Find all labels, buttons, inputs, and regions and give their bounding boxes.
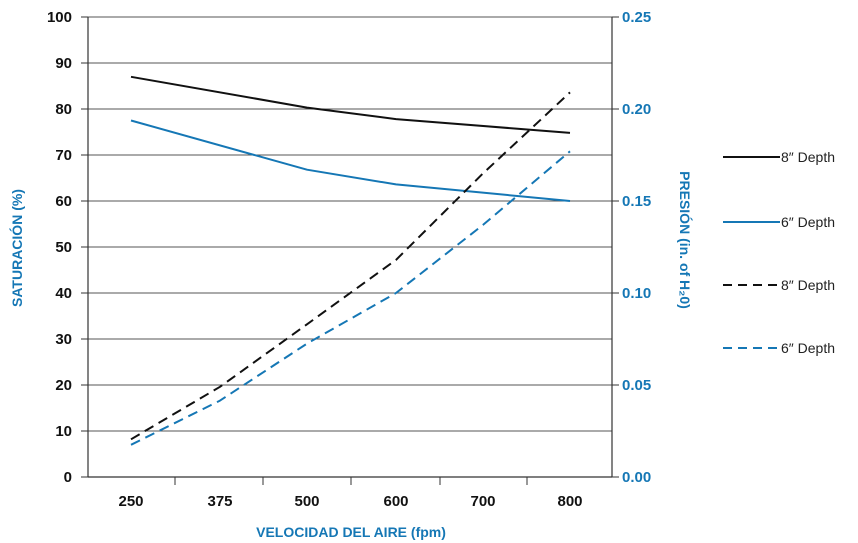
y-right-tick-label: 0.10 xyxy=(622,285,651,302)
y-left-tick-label: 80 xyxy=(55,101,72,118)
tick-labels: 0 10 20 30 40 50 60 70 80 90 100 0.00 0.05 0.10 0.15 0.… xyxy=(47,9,651,510)
x-tick-label: 375 xyxy=(207,493,232,510)
y-left-tick-label: 100 xyxy=(47,9,72,26)
y-left-tick-label: 90 xyxy=(55,55,72,72)
x-tick-label: 700 xyxy=(470,493,495,510)
series-lines xyxy=(130,75,571,446)
y-right-tick-label: 0.00 xyxy=(622,469,651,486)
x-tick-label: 800 xyxy=(557,493,582,510)
y-left-tick-label: 60 xyxy=(55,193,72,210)
series-line-4 xyxy=(130,150,571,446)
series-line-2 xyxy=(130,119,571,202)
legend-label: 8″ Depth xyxy=(781,149,835,165)
x-axis-title: VELOCIDAD DEL AIRE (fpm) xyxy=(256,524,446,540)
series-line-1 xyxy=(130,75,571,134)
x-tick-label: 500 xyxy=(294,493,319,510)
x-tick-label: 250 xyxy=(118,493,143,510)
series-line-3 xyxy=(130,91,571,441)
y-left-tick-label: 30 xyxy=(55,331,72,348)
y-right-tick-label: 0.15 xyxy=(622,193,651,210)
y-right-tick-label: 0.20 xyxy=(622,101,651,118)
axes xyxy=(81,16,619,485)
y-left-tick-label: 0 xyxy=(64,469,72,486)
y-left-tick-label: 20 xyxy=(55,377,72,394)
y-axis-right-title: PRESIÓN (in. of H₂0) xyxy=(677,171,694,309)
y-right-tick-label: 0.05 xyxy=(622,377,651,394)
legend-label: 6″ Depth xyxy=(781,340,835,356)
legend: 8″ Depth 6″ Depth 8″ Depth 6″ Depth xyxy=(723,149,835,356)
y-axis-left-title: SATURACIÓN (%) xyxy=(8,189,25,307)
y-right-tick-label: 0.25 xyxy=(622,9,651,26)
x-tick-label: 600 xyxy=(383,493,408,510)
legend-label: 6″ Depth xyxy=(781,214,835,230)
y-left-tick-label: 10 xyxy=(55,423,72,440)
y-left-tick-label: 70 xyxy=(55,147,72,164)
y-left-tick-label: 40 xyxy=(55,285,72,302)
y-left-tick-label: 50 xyxy=(55,239,72,256)
grid xyxy=(88,16,612,432)
legend-label: 8″ Depth xyxy=(781,277,835,293)
